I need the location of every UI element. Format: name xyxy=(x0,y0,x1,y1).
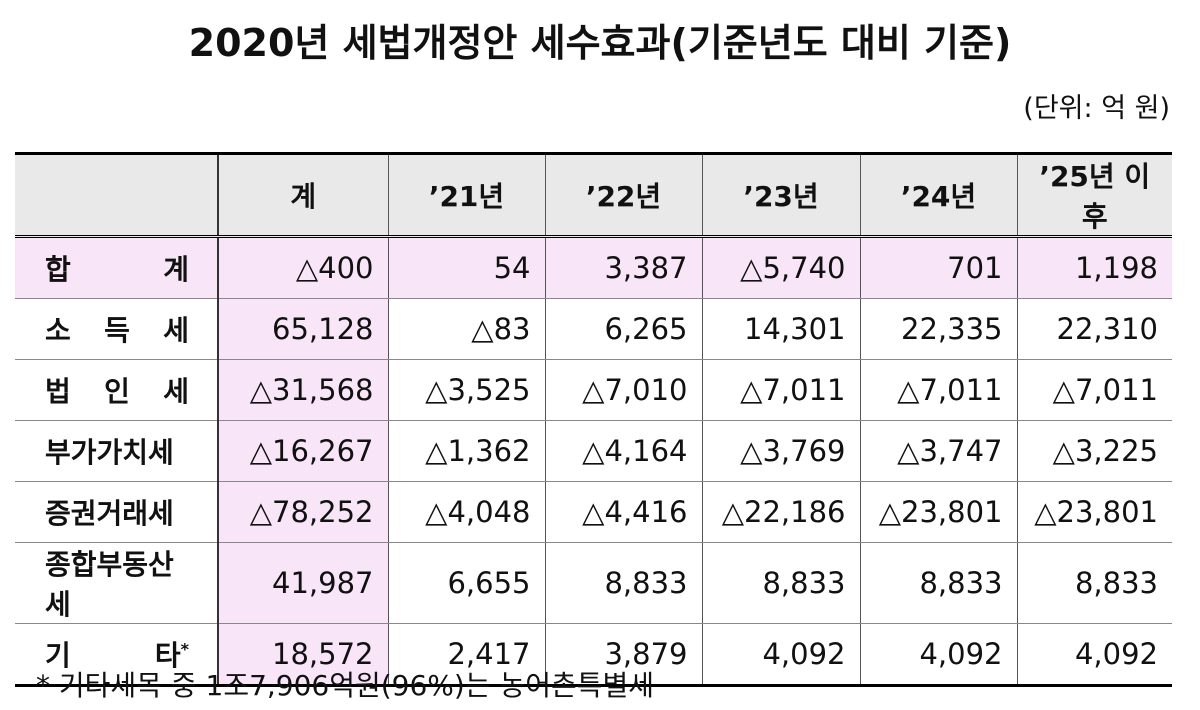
value-cell: 2,417 xyxy=(387,623,546,687)
value-cell: △23,801 xyxy=(1016,481,1172,543)
value-cell: 8,833 xyxy=(859,542,1018,624)
value-cell: △4,048 xyxy=(387,481,546,543)
data-row: 종합부동산세 41,987 6,655 8,833 8,833 8,833 8,833 xyxy=(15,542,1172,624)
value-cell: △78,252 xyxy=(217,481,389,543)
column-header: ’22년 xyxy=(544,152,703,238)
value-cell: 3,387 xyxy=(544,236,703,299)
data-row: 부가가치세 △16,267 △1,362 △4,164 △3,769 △3,747 △3,2… xyxy=(15,420,1172,482)
value-cell: △23,801 xyxy=(859,481,1018,543)
value-cell: △4,164 xyxy=(544,420,703,482)
value-cell: 8,833 xyxy=(701,542,861,624)
row-label: 합 계 xyxy=(15,236,219,299)
value-cell: 22,310 xyxy=(1016,298,1172,360)
row-label-text: 기 타 xyxy=(45,639,181,672)
column-header: ’24년 xyxy=(859,152,1018,238)
value-cell: △16,267 xyxy=(217,420,389,482)
value-cell: △7,010 xyxy=(544,359,703,421)
value-cell: 8,833 xyxy=(544,542,703,624)
row-label: 법 인 세 xyxy=(15,359,219,421)
value-cell: 6,655 xyxy=(387,542,546,624)
value-cell: △1,362 xyxy=(387,420,546,482)
row-label: 소 득 세 xyxy=(15,298,219,360)
value-cell: △22,186 xyxy=(701,481,861,543)
column-header: ’21년 xyxy=(387,152,546,238)
value-cell: 4,092 xyxy=(701,623,861,687)
footnote: * 기타세목 중 1조7,906억원(96%)는 농어촌특별세 xyxy=(36,669,655,702)
value-cell: 4,092 xyxy=(859,623,1018,687)
unit-note: (단위: 억 원) xyxy=(1023,93,1170,124)
row-label-text: 증권거래세 xyxy=(45,497,174,530)
value-cell: 22,335 xyxy=(859,298,1018,360)
value-cell: △7,011 xyxy=(701,359,861,421)
data-row: 법 인 세 △31,568 △3,525 △7,010 △7,011 △7,011 △7,0… xyxy=(15,359,1172,421)
data-row: 소 득 세 65,128 △83 6,265 14,301 22,335 22,310 xyxy=(15,298,1172,360)
value-cell: 4,092 xyxy=(1016,623,1172,687)
value-cell: △5,740 xyxy=(701,236,861,299)
title: 2020년 세법개정안 세수효과(기준년도 대비 기준) xyxy=(188,21,1012,65)
column-header: ’25년 이후 xyxy=(1016,152,1172,238)
value-cell: 3,879 xyxy=(544,623,703,687)
value-cell: 54 xyxy=(387,236,546,299)
data-row: 합 계 △400 54 3,387 △5,740 701 1,198 xyxy=(15,236,1172,299)
row-label: 증권거래세 xyxy=(15,481,219,543)
value-cell: 14,301 xyxy=(701,298,861,360)
value-cell: 701 xyxy=(859,236,1018,299)
value-cell: △31,568 xyxy=(217,359,389,421)
column-header: ’23년 xyxy=(701,152,861,238)
value-cell: △7,011 xyxy=(859,359,1018,421)
value-cell: △3,225 xyxy=(1016,420,1172,482)
value-cell: △7,011 xyxy=(1016,359,1172,421)
value-cell: 18,572 xyxy=(217,623,389,687)
corner-cell xyxy=(15,152,219,238)
row-label-text: 종합부동산세 xyxy=(45,548,174,621)
column-header: 계 xyxy=(217,152,389,238)
value-cell: 1,198 xyxy=(1016,236,1172,299)
row-label: 종합부동산세 xyxy=(15,542,219,624)
note-mark: * xyxy=(180,639,189,659)
row-label: 부가가치세 xyxy=(15,420,219,482)
value-cell: 6,265 xyxy=(544,298,703,360)
value-cell: 65,128 xyxy=(217,298,389,360)
row-label-text: 부가가치세 xyxy=(45,436,174,469)
value-cell: △400 xyxy=(217,236,389,299)
row-label-text: 합 계 xyxy=(45,253,189,286)
value-cell: △83 xyxy=(387,298,546,360)
value-cell: △4,416 xyxy=(544,481,703,543)
row-label-text: 법 인 세 xyxy=(45,375,189,408)
data-row: 증권거래세 △78,252 △4,048 △4,416 △22,186 △23,801 △2… xyxy=(15,481,1172,543)
value-cell: 41,987 xyxy=(217,542,389,624)
value-cell: △3,747 xyxy=(859,420,1018,482)
value-cell: △3,769 xyxy=(701,420,861,482)
data-row: 기 타* 18,572 2,417 3,879 4,092 4,092 4,092 xyxy=(15,623,1172,687)
value-cell: 8,833 xyxy=(1016,542,1172,624)
row-label: 기 타* xyxy=(15,623,219,687)
value-cell: △3,525 xyxy=(387,359,546,421)
header-row: 계 ’21년 ’22년 ’23년 ’24년 ’25년 이후 xyxy=(15,152,1172,238)
row-label-text: 소 득 세 xyxy=(45,314,189,347)
